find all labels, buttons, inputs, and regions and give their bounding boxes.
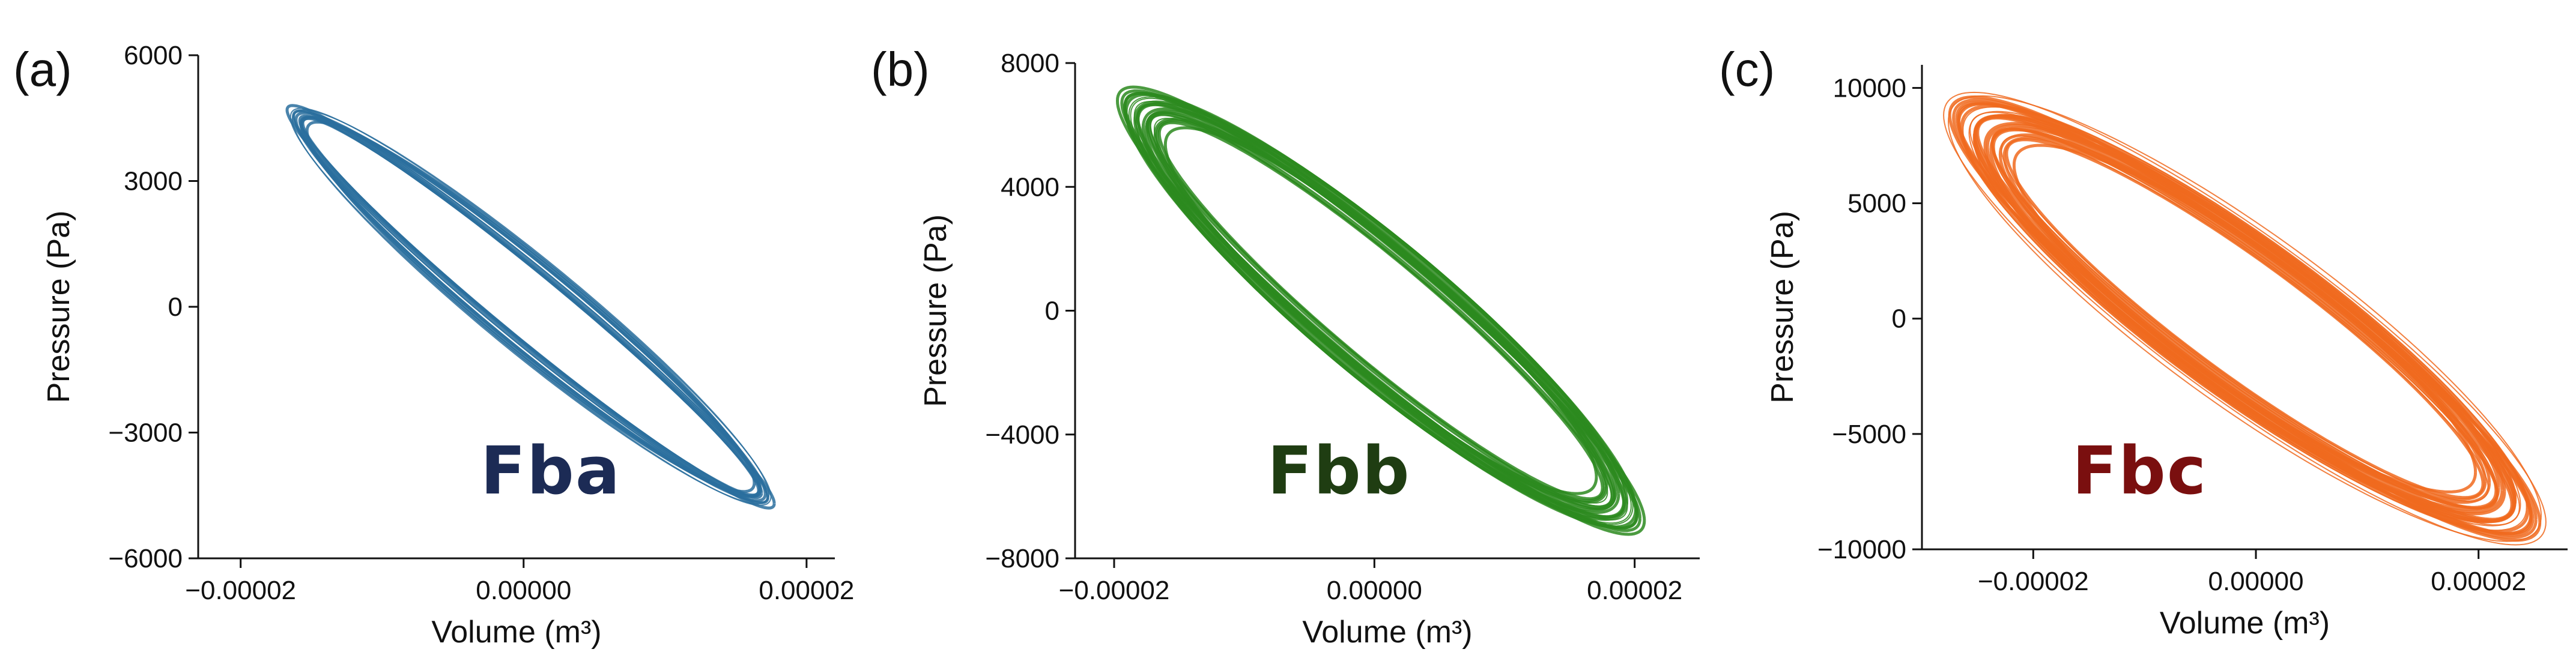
chart-plot-b: −8000 −4000 0 4000 8000 −0.00002 0.00000 0.0000… xyxy=(918,49,1700,650)
y-tick-label: 0 xyxy=(1045,297,1059,326)
y-tick-label: 10000 xyxy=(1833,73,1906,103)
loop-trace xyxy=(1968,110,2521,527)
y-tick-label: −5000 xyxy=(1832,420,1906,449)
series-loop-traces xyxy=(1115,85,1646,536)
loop-trace xyxy=(1955,100,2535,537)
y-tick-label: 0 xyxy=(1892,304,1906,334)
loop-trace xyxy=(1974,115,2515,522)
loop-trace xyxy=(1133,100,1629,521)
inset-label: Fba xyxy=(480,432,622,509)
loop-trace xyxy=(1960,104,2530,533)
loop-trace xyxy=(1973,114,2517,524)
y-axis-title: Pressure (Pa) xyxy=(41,211,76,403)
x-tick-label: 0.00000 xyxy=(2208,567,2304,596)
loop-trace xyxy=(1957,102,2533,536)
y-tick-label: −6000 xyxy=(108,544,183,573)
loop-trace xyxy=(291,109,770,504)
panel-label: (b) xyxy=(871,43,930,96)
y-tick-label: 5000 xyxy=(1847,189,1906,219)
chart-plot-c: −10000 −5000 0 5000 10000 −0.00002 0.00000 0.00… xyxy=(1765,65,2568,641)
loop-trace xyxy=(2001,135,2489,503)
chart-panel-b: (b) −8000 −4000 0 4000 8000 −0.00002 0.00000 0.… xyxy=(859,0,1718,658)
x-tick-label: 0.00002 xyxy=(759,576,854,605)
loop-trace xyxy=(1153,118,1608,504)
x-tick-label: 0.00002 xyxy=(2431,567,2526,596)
x-tick-label: 0.00000 xyxy=(1327,576,1422,605)
y-tick-label: 3000 xyxy=(124,167,183,196)
chart-panel-c: (c) −10000 −5000 0 5000 10000 −0.00002 0.00000… xyxy=(1712,0,2576,658)
loop-trace xyxy=(1990,127,2499,510)
x-tick-label: 0.00002 xyxy=(1587,576,1682,605)
y-tick-label: −4000 xyxy=(985,420,1059,450)
loop-trace xyxy=(1943,91,2547,546)
loop-trace xyxy=(1969,111,2520,526)
y-axis-title: Pressure (Pa) xyxy=(918,214,953,407)
loop-trace xyxy=(1972,113,2517,524)
loop-trace xyxy=(1992,128,2498,509)
loop-trace xyxy=(1976,116,2514,521)
y-tick-label: 4000 xyxy=(1001,172,1059,202)
y-tick-label: −10000 xyxy=(1817,535,1906,564)
x-tick-label: 0.00000 xyxy=(476,576,571,605)
y-axis-title: Pressure (Pa) xyxy=(1765,211,1800,403)
chart-panel-a: (a) −6000 −3000 0 3000 6000 −0.00002 0.00000 0.… xyxy=(0,0,859,658)
y-tick-label: 8000 xyxy=(1001,49,1059,78)
x-tick-label: −0.00002 xyxy=(1978,567,2089,596)
y-tick-label: −8000 xyxy=(985,544,1059,573)
panel-label: (a) xyxy=(13,43,72,96)
loop-trace xyxy=(1973,114,2517,523)
x-axis-title: Volume (m³) xyxy=(1302,615,1472,650)
x-axis-title: Volume (m³) xyxy=(2160,606,2330,641)
loop-trace xyxy=(1973,114,2517,524)
loop-trace xyxy=(1992,128,2498,509)
loop-trace xyxy=(1957,102,2533,536)
loop-trace xyxy=(1148,113,1614,509)
y-tick-label: 0 xyxy=(168,292,183,322)
loop-trace xyxy=(1115,85,1646,536)
loop-trace xyxy=(292,109,769,504)
chart-plot-a: −6000 −3000 0 3000 6000 −0.00002 0.00000 0.0000… xyxy=(41,41,854,650)
x-tick-label: −0.00002 xyxy=(185,576,296,605)
loop-trace xyxy=(1145,110,1616,511)
loop-trace xyxy=(1991,128,2499,510)
loop-trace xyxy=(1130,97,1632,524)
loop-trace xyxy=(1948,95,2542,542)
loop-trace xyxy=(285,104,776,510)
loop-trace xyxy=(1962,106,2527,531)
panel-label: (c) xyxy=(1719,43,1775,96)
x-tick-label: −0.00002 xyxy=(1059,576,1170,605)
inset-label: Fbc xyxy=(2072,432,2208,509)
series-loop-traces xyxy=(1943,91,2547,546)
series-loop-traces xyxy=(285,104,776,510)
loop-trace xyxy=(1983,122,2506,516)
loop-trace xyxy=(1991,128,2499,509)
loop-trace xyxy=(1952,98,2538,539)
x-axis-title: Volume (m³) xyxy=(431,615,601,650)
y-tick-label: −3000 xyxy=(108,418,183,448)
loop-trace xyxy=(1986,124,2504,514)
inset-label: Fbb xyxy=(1267,432,1411,509)
loop-trace xyxy=(299,115,762,498)
loop-trace xyxy=(1947,95,2542,542)
y-tick-label: 6000 xyxy=(124,41,183,70)
loop-trace xyxy=(1989,126,2500,511)
